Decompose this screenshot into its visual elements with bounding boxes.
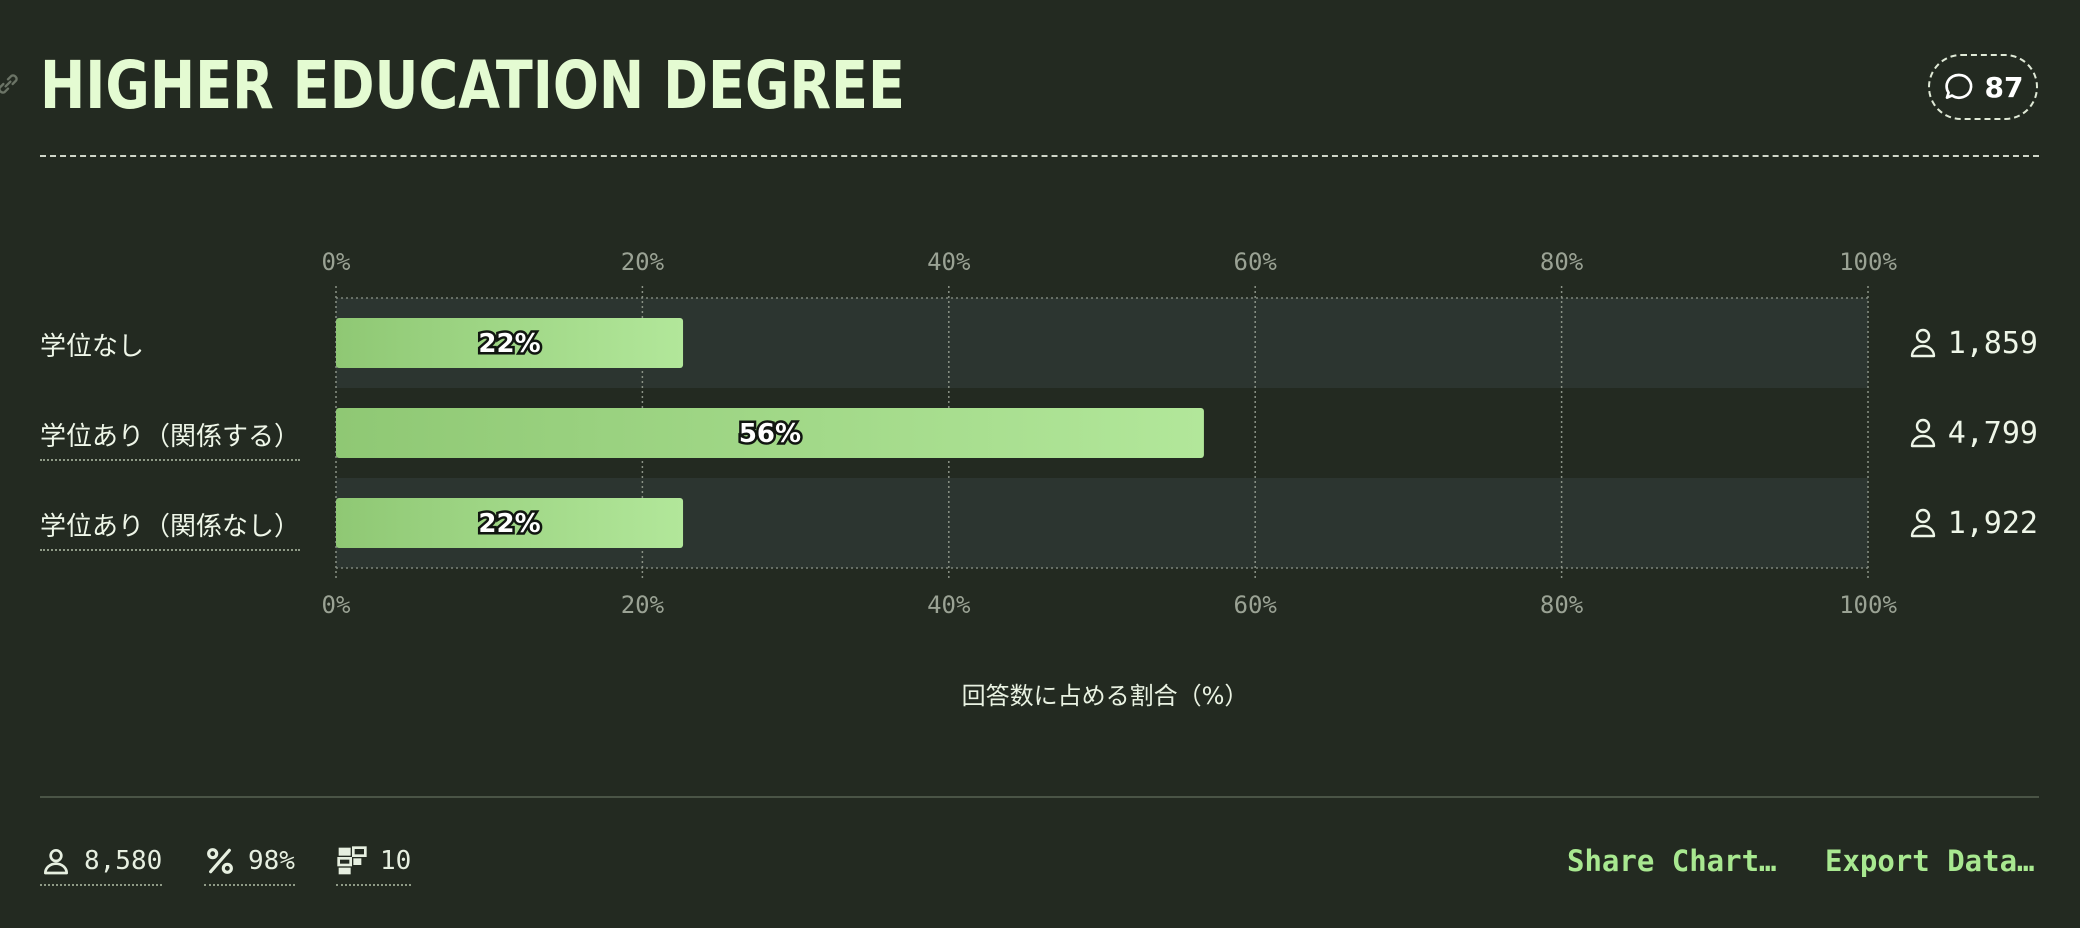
comment-count: 87 [1985, 71, 2024, 104]
bar-value-label: 22% [478, 509, 540, 539]
footer-divider [40, 796, 2039, 798]
x-tick-label-top: 0% [322, 248, 351, 276]
person-icon [1917, 330, 1929, 342]
questions-count: 10 [380, 846, 411, 876]
x-tick-label-top: 20% [621, 248, 665, 276]
respondent-count-text: 4,799 [1948, 416, 2038, 451]
title-divider [40, 155, 2039, 157]
category-label-unrelated-degree[interactable]: 学位あり（関係なし） [40, 506, 300, 551]
x-tick-label-top: 100% [1839, 248, 1897, 276]
questions-icon [336, 845, 368, 877]
person-icon-body [1912, 346, 1934, 356]
comment-bubble-icon [1943, 71, 1975, 103]
comments-button[interactable]: 87 [1928, 54, 2038, 120]
x-tick-label-bottom: 60% [1234, 591, 1278, 619]
respondent-count-1: 4,799 [1912, 416, 2038, 451]
respondents-count: 8,580 [84, 846, 162, 876]
x-tick-label-bottom: 40% [927, 591, 971, 619]
export-data-button[interactable]: Export Data… [1825, 844, 2035, 878]
person-icon [1917, 420, 1929, 432]
x-tick-label-top: 40% [927, 248, 971, 276]
share-chart-button[interactable]: Share Chart… [1567, 844, 1777, 878]
respondent-count-2: 1,922 [1912, 506, 2038, 541]
respondent-count-text: 1,859 [1948, 326, 2038, 361]
x-tick-label-bottom: 0% [322, 591, 351, 619]
x-axis-title: 回答数に占める割合（%） [0, 676, 2080, 711]
bar-value-label: 56% [739, 419, 801, 449]
bar-chart: 0% 20% 40% 60% 80% 100% 0% 20% 40% 60% 80% 100% 22… [0, 240, 2080, 620]
person-icon [40, 845, 72, 877]
x-tick-label-bottom: 80% [1540, 591, 1584, 619]
respondent-count-text: 1,922 [1948, 506, 2038, 541]
respondent-count-0: 1,859 [1912, 326, 2038, 361]
page-title: HIGHER EDUCATION DEGREE [40, 38, 905, 134]
x-tick-label-bottom: 20% [621, 591, 665, 619]
person-icon [1917, 510, 1929, 522]
x-tick-label-top: 60% [1234, 248, 1278, 276]
link-icon[interactable] [0, 70, 22, 98]
person-icon-body [1912, 436, 1934, 446]
questions-stat[interactable]: 10 [336, 842, 411, 886]
completion-percent: 98% [248, 846, 295, 876]
percent-icon [204, 845, 236, 877]
x-tick-label-top: 80% [1540, 248, 1584, 276]
completion-stat[interactable]: 98% [204, 842, 295, 886]
bar-value-label: 22% [478, 329, 540, 359]
respondents-stat[interactable]: 8,580 [40, 842, 162, 886]
category-label-related-degree[interactable]: 学位あり（関係する） [40, 416, 300, 461]
category-label-no-degree: 学位なし [40, 326, 144, 369]
x-tick-label-bottom: 100% [1839, 591, 1897, 619]
person-icon-body [1912, 526, 1934, 536]
